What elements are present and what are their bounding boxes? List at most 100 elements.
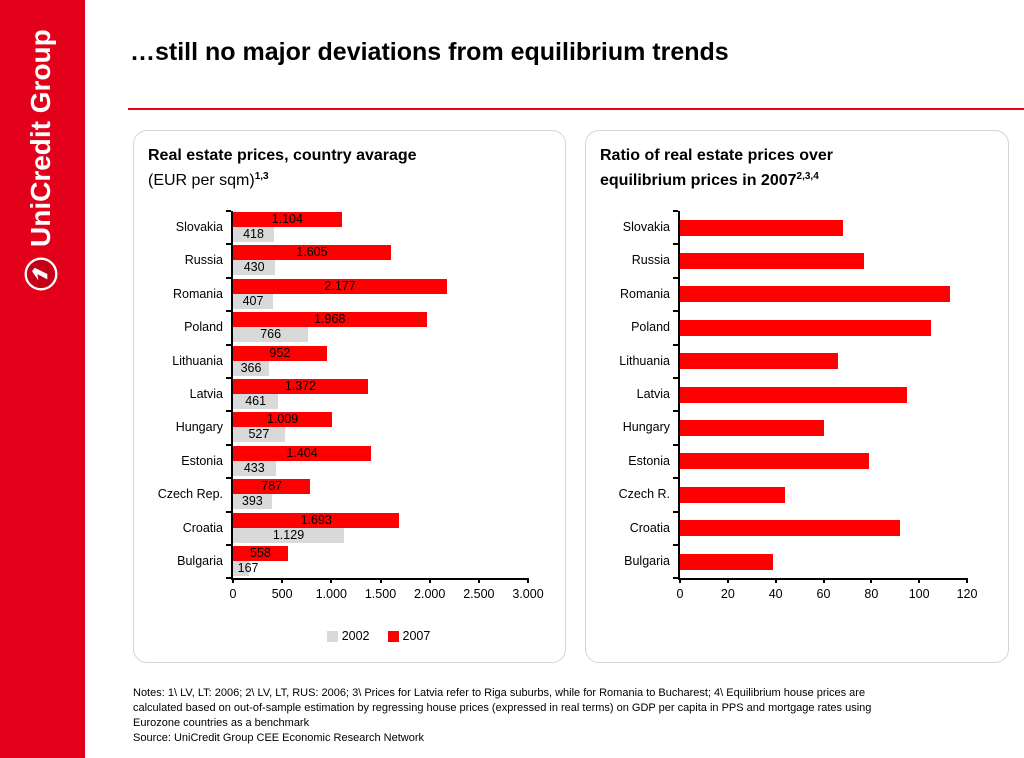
left-chart-title-main: Real estate prices, country avarage	[148, 147, 417, 164]
y-axis-tick	[673, 577, 678, 580]
category-label: Poland	[184, 320, 223, 335]
category-label: Croatia	[182, 520, 223, 535]
left-chart: Slovakia Russia Romania Poland Lithuania Latv…	[134, 210, 565, 651]
bar-value-label: 1.968	[314, 312, 346, 327]
right-chart-title-main: Ratio of real estate prices over equilib…	[600, 147, 833, 189]
category-label: Estonia	[628, 453, 670, 468]
x-axis-tick	[330, 578, 333, 584]
bar-2002-lithuania	[233, 360, 269, 376]
bar-ratio-czechr	[680, 486, 786, 503]
right-chart-panel: Ratio of real estate prices over equilib…	[585, 130, 1009, 663]
category-label: Croatia	[629, 520, 670, 535]
legend-swatch-2007	[387, 630, 399, 642]
bar-value-label: 461	[245, 394, 267, 408]
bar-value-label: 407	[242, 293, 264, 308]
y-axis-tick	[226, 310, 231, 313]
category-label: Lithuania	[172, 353, 223, 368]
bar-value-label: 1.605	[296, 245, 328, 260]
bar-2002-croatia	[233, 527, 345, 543]
brand-name: UniCredit Group	[25, 29, 56, 247]
bar-2002-latvia	[233, 394, 279, 409]
category-label: Czech Rep.	[157, 487, 223, 502]
y-axis-tick	[226, 510, 231, 513]
x-axis-label: 3.000	[512, 587, 544, 602]
x-axis-tick	[477, 578, 480, 584]
x-axis-tick	[232, 578, 234, 584]
brand-sidebar: UniCredit Group	[0, 0, 85, 758]
left-chart-panel: Real estate prices, country avarage (EUR…	[133, 130, 566, 663]
bar-2007-hungary	[233, 412, 333, 428]
y-axis-tick	[226, 210, 231, 212]
y-axis-tick	[673, 210, 678, 212]
unicredit-logo-icon	[24, 257, 58, 291]
y-axis-tick	[673, 243, 678, 246]
bar-value-label: 167	[237, 561, 259, 575]
bar-2007-croatia	[233, 512, 400, 528]
bar-2002-estonia	[233, 460, 276, 476]
y-axis-tick	[673, 343, 678, 346]
x-axis-tick	[281, 578, 284, 584]
x-axis-label: 500	[271, 587, 293, 602]
bar-value-label: 952	[269, 345, 291, 360]
category-label: Bulgaria	[177, 554, 223, 568]
bar-2007-czechrep	[233, 479, 311, 495]
bar-ratio-hungary	[680, 419, 824, 436]
x-axis-tick	[918, 578, 921, 584]
category-label: Poland	[631, 320, 670, 335]
category-label: Hungary	[622, 420, 670, 435]
category-label: Romania	[172, 286, 223, 301]
x-axis-tick	[379, 578, 382, 584]
category-label: Slovakia	[175, 220, 223, 234]
bar-value-label: 1.104	[271, 212, 303, 226]
category-label: Russia	[631, 253, 670, 268]
x-axis-tick	[870, 578, 873, 584]
y-axis-tick	[226, 544, 231, 546]
x-axis-label: 0	[229, 587, 237, 602]
left-chart-plot-area: 1.104 418 1.605 430 2.177 407 1.968 766 952 366 1.…	[226, 210, 544, 601]
bar-value-label: 366	[240, 360, 262, 375]
x-axis-label: 60	[816, 587, 831, 602]
bar-ratio-croatia	[680, 520, 901, 537]
bar-ratio-lithuania	[680, 353, 838, 370]
x-axis-label: 20	[720, 587, 735, 602]
left-chart-title-footnote-ref: 1,3	[254, 171, 269, 182]
x-axis-label: 2.500	[463, 587, 495, 602]
x-axis-tick	[966, 578, 968, 584]
bar-2007-russia	[233, 245, 391, 261]
category-label: Romania	[619, 286, 670, 301]
bar-2002-poland	[233, 327, 309, 343]
bar-2007-bulgaria	[233, 546, 288, 561]
y-axis-tick	[673, 510, 678, 513]
legend-swatch-2002	[326, 630, 338, 642]
x-axis-tick	[822, 578, 825, 584]
bar-ratio-latvia	[680, 386, 908, 403]
bar-ratio-estonia	[680, 453, 869, 470]
category-label: Czech R.	[618, 487, 670, 502]
bar-ratio-romania	[680, 286, 951, 303]
x-axis-label: 120	[956, 587, 978, 602]
page-title: …still no major deviations from equilibr…	[130, 38, 729, 66]
source-text: Source: UniCredit Group CEE Economic Res…	[133, 732, 425, 744]
legend-label-2007: 2007	[402, 629, 431, 643]
bar-value-label: 766	[260, 327, 282, 342]
bar-2007-slovakia	[233, 212, 342, 227]
x-axis-tick	[527, 578, 529, 584]
legend-entry-2002: 2002	[326, 629, 370, 643]
bar-2002-slovakia	[233, 227, 275, 242]
x-axis-label: 1.000	[315, 587, 347, 602]
bar-value-label: 1.693	[300, 512, 332, 527]
x-axis-tick	[726, 578, 729, 584]
right-chart-title-footnote-ref: 2,3,4	[796, 171, 819, 182]
y-axis-tick	[673, 377, 678, 379]
bar-value-label: 787	[261, 479, 283, 494]
bar-ratio-slovakia	[680, 219, 843, 236]
x-axis-label: 80	[864, 587, 879, 602]
bar-2002-bulgaria	[233, 561, 250, 576]
bar-value-label: 527	[248, 427, 270, 442]
category-label: Russia	[184, 253, 223, 268]
category-label: Bulgaria	[624, 554, 670, 568]
y-axis-tick	[226, 577, 231, 580]
right-chart-plot-area: 0 20 40 60 80 100 120	[673, 210, 977, 601]
y-axis-tick	[226, 443, 231, 446]
right-chart-title: Ratio of real estate prices over equilib…	[600, 145, 915, 191]
